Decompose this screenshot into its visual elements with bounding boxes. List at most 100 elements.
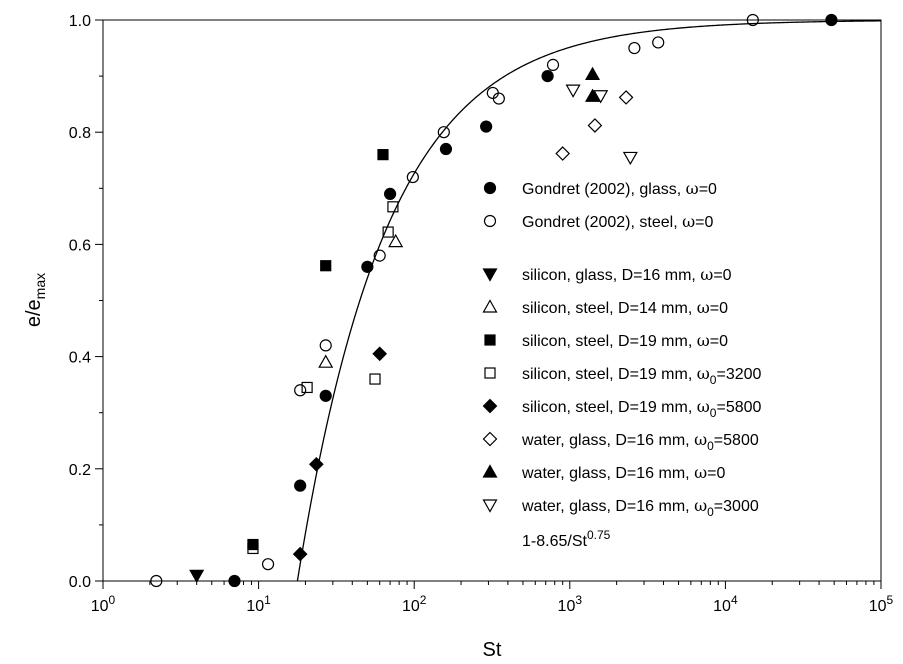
data-point-s2 bbox=[546, 58, 560, 71]
legend-label-s5: silicon, steel, D=19 mm, ω=0 bbox=[522, 331, 728, 350]
y-tick-label: 0.2 bbox=[69, 462, 91, 479]
data-point-s2 bbox=[746, 13, 759, 27]
data-point-s9 bbox=[585, 88, 601, 102]
data-point-s4 bbox=[388, 233, 404, 248]
legend-label-text: silicon, glass, D=16 mm, bbox=[522, 267, 700, 284]
x-tick-label: 103 bbox=[558, 593, 583, 615]
legend-label-suffix: =0 bbox=[713, 267, 731, 284]
x-tick-label: 102 bbox=[402, 593, 427, 615]
legend-marker-s9 bbox=[482, 464, 498, 478]
data-point-s10 bbox=[593, 90, 609, 104]
legend-label-text: water, glass, D=16 mm, bbox=[521, 465, 694, 482]
x-tick-exponent: 0 bbox=[109, 593, 116, 607]
data-point-s5 bbox=[377, 149, 389, 161]
data-point-s5 bbox=[320, 260, 332, 272]
legend-omega-symbol: ω bbox=[697, 397, 710, 416]
legend-label-text: Gondret (2002), glass, bbox=[522, 181, 686, 198]
x-tick-label: 100 bbox=[91, 593, 116, 615]
data-point-s3 bbox=[189, 569, 205, 584]
data-point-s1 bbox=[825, 13, 838, 27]
legend-marker-s7 bbox=[482, 398, 498, 414]
data-point-s9 bbox=[585, 66, 601, 81]
legend-omega-symbol: ω bbox=[697, 298, 710, 317]
legend-label-text: water, glass, D=16 mm, bbox=[521, 432, 694, 449]
x-tick-base: 10 bbox=[869, 598, 887, 615]
data-point-s2 bbox=[652, 36, 665, 49]
legend-label-suffix: =5800 bbox=[716, 399, 761, 416]
legend-label-suffix: =0 bbox=[710, 333, 728, 350]
x-tick-exponent: 3 bbox=[575, 593, 582, 607]
legend-label-text: silicon, steel, D=14 mm, bbox=[522, 300, 697, 317]
legend-marker-s3 bbox=[482, 268, 498, 282]
fit-label-exponent: 0.75 bbox=[587, 528, 611, 542]
legend-omega-symbol: ω bbox=[697, 364, 710, 383]
data-point-s10 bbox=[565, 84, 581, 98]
legend-label-s1: Gondret (2002), glass, ω=0 bbox=[522, 179, 717, 198]
legend-label-fit: 1-8.65/St0.75 bbox=[522, 528, 611, 550]
data-point-s1 bbox=[541, 69, 554, 83]
legend-omega-symbol: ω bbox=[694, 496, 707, 515]
legend-label-text: water, glass, D=16 mm, bbox=[521, 498, 694, 515]
legend-label-text: silicon, steel, D=19 mm, bbox=[522, 366, 697, 383]
legend-omega-symbol: ω bbox=[700, 265, 713, 284]
plot-frame bbox=[102, 19, 882, 582]
legend-label-suffix: =3000 bbox=[714, 498, 759, 515]
y-tick-label: 0.4 bbox=[69, 350, 91, 367]
data-point-s1 bbox=[383, 187, 397, 201]
legend-marker-s2 bbox=[483, 214, 497, 228]
legend-omega-subscript: 0 bbox=[710, 406, 717, 420]
data-points bbox=[150, 13, 838, 588]
legend-label-s10: water, glass, D=16 mm, ω0=3000 bbox=[521, 496, 759, 519]
data-point-s10 bbox=[622, 151, 638, 166]
data-point-s7 bbox=[308, 456, 324, 472]
data-point-s1 bbox=[361, 260, 374, 273]
legend-label-suffix: =3200 bbox=[716, 366, 761, 383]
x-tick-base: 10 bbox=[246, 598, 264, 615]
legend-omega-symbol: ω bbox=[694, 463, 707, 482]
legend-label-s8: water, glass, D=16 mm, ω0=5800 bbox=[521, 430, 759, 453]
data-point-s7 bbox=[292, 546, 308, 562]
legend-omega-subscript: 0 bbox=[710, 373, 717, 387]
y-axis-title-sub: max bbox=[32, 273, 48, 299]
data-point-s6 bbox=[387, 201, 399, 213]
data-point-s1 bbox=[319, 389, 332, 402]
legend-label-text: Gondret (2002), steel, bbox=[522, 214, 682, 231]
legend-omega-symbol: ω bbox=[686, 179, 699, 198]
data-point-s2 bbox=[492, 92, 505, 105]
data-point-s1 bbox=[228, 574, 241, 588]
fit-curve-line bbox=[296, 20, 882, 582]
x-tick-exponent: 2 bbox=[420, 593, 427, 607]
fit-label-text: 1-8.65/St bbox=[522, 533, 587, 550]
y-tick-label: 0.8 bbox=[69, 125, 91, 142]
legend-label-s4: silicon, steel, D=14 mm, ω=0 bbox=[522, 298, 728, 317]
legend-omega-symbol: ω bbox=[682, 212, 695, 231]
legend-label-suffix: =0 bbox=[707, 465, 725, 482]
x-tick-base: 10 bbox=[402, 598, 420, 615]
x-tick-label: 101 bbox=[246, 593, 271, 615]
legend-marker-s8 bbox=[482, 431, 498, 447]
legend-label-s6: silicon, steel, D=19 mm, ω0=3200 bbox=[522, 364, 762, 387]
data-point-s2 bbox=[319, 339, 332, 352]
legend-omega-subscript: 0 bbox=[707, 439, 714, 453]
data-point-s2 bbox=[150, 574, 163, 588]
legend-label-suffix: =0 bbox=[695, 214, 713, 231]
y-tick-label: 1.0 bbox=[69, 13, 91, 30]
legend-label-s7: silicon, steel, D=19 mm, ω0=5800 bbox=[522, 397, 762, 420]
legend-label-s2: Gondret (2002), steel, ω=0 bbox=[522, 212, 713, 231]
legend-label-suffix: =0 bbox=[699, 181, 717, 198]
x-tick-base: 10 bbox=[713, 598, 731, 615]
x-tick-label: 104 bbox=[713, 593, 738, 615]
data-point-s6 bbox=[301, 381, 313, 394]
data-point-s4 bbox=[318, 354, 334, 368]
legend-label-text: silicon, steel, D=19 mm, bbox=[522, 333, 697, 350]
data-point-s2 bbox=[437, 126, 450, 139]
y-axis: 0.0 0.2 0.4 0.6 0.8 1.0 bbox=[69, 13, 103, 591]
legend-marker-s5 bbox=[484, 334, 496, 346]
legend-label-s9: water, glass, D=16 mm, ω=0 bbox=[521, 463, 725, 482]
x-tick-exponent: 5 bbox=[887, 593, 894, 607]
legend-label-suffix: =5800 bbox=[714, 432, 759, 449]
legend-omega-symbol: ω bbox=[697, 331, 710, 350]
data-point-s6 bbox=[247, 542, 259, 555]
